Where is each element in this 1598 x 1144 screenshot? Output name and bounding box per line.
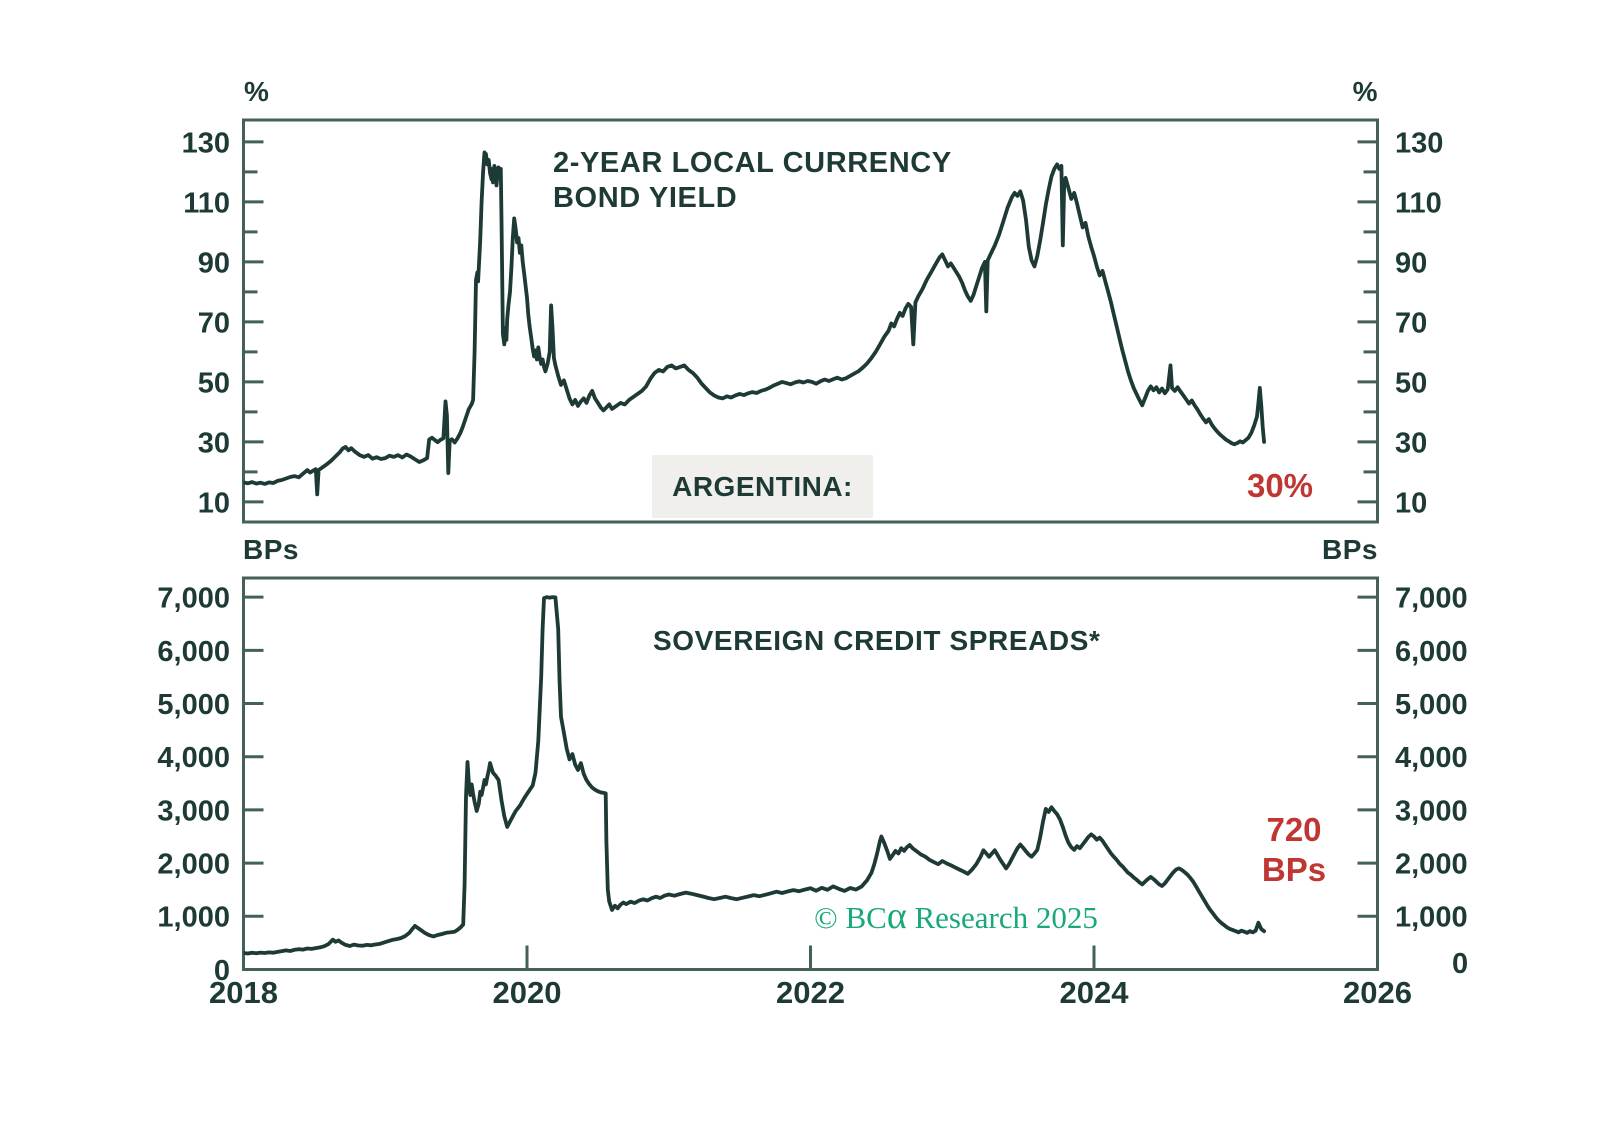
y-tick-label-left: 1,000	[157, 902, 230, 934]
x-tick-label: 2024	[1060, 975, 1130, 1010]
y-tick-label-right: 110	[1395, 187, 1442, 219]
y-tick-label-left: 0	[214, 955, 230, 987]
top-panel-left-unit-label: %	[244, 76, 270, 107]
x-tick-label: 2018	[209, 975, 278, 1010]
y-tick-label-right: 6,000	[1395, 636, 1468, 668]
y-tick-label-right: 10	[1395, 487, 1427, 519]
y-tick-label-left: 5,000	[157, 689, 230, 721]
y-tick-label-left: 10	[198, 487, 230, 519]
y-tick-label-right: 7,000	[1395, 583, 1468, 615]
y-tick-label-left: 3,000	[157, 795, 230, 827]
top-panel-title-line2: BOND YIELD	[553, 182, 738, 214]
y-tick-label-right: 1,000	[1395, 902, 1468, 934]
y-tick-label-right: 130	[1395, 127, 1443, 159]
y-tick-label-right: 2,000	[1395, 849, 1468, 881]
y-tick-label-left: 4,000	[157, 742, 230, 774]
y-tick-label-left: 70	[198, 307, 230, 339]
y-tick-label-right: 4,000	[1395, 742, 1468, 774]
y-tick-label-left: 110	[183, 187, 230, 219]
y-tick-label-right: 5,000	[1395, 689, 1468, 721]
y-tick-label-right: 70	[1395, 307, 1427, 339]
y-tick-label-right: 90	[1395, 247, 1427, 279]
watermark-alpha-glyph: α	[886, 895, 907, 937]
x-tick-label: 2022	[776, 975, 845, 1010]
spread-last-value-unit: BPs	[1261, 851, 1327, 888]
watermark-suffix: Research 2025	[906, 900, 1098, 935]
spread-line	[243, 595, 1266, 956]
watermark-prefix: © BC	[814, 900, 887, 935]
top-panel-title-line1: 2-YEAR LOCAL CURRENCY	[553, 147, 952, 179]
bottom-panel-right-unit-label: BPs	[1322, 534, 1378, 565]
bca-research-watermark: © BCα Research 2025	[814, 897, 1098, 936]
yield-line	[243, 150, 1266, 497]
top-panel-right-unit-label: %	[1352, 76, 1378, 107]
y-tick-label-left: 6,000	[157, 636, 230, 668]
y-tick-label-left: 90	[198, 247, 230, 279]
yield-last-value-annotation: 30%	[1246, 467, 1314, 504]
y-tick-label-left: 30	[198, 427, 230, 459]
country-label-badge: ARGENTINA:	[652, 455, 873, 518]
bottom-panel-title: SOVEREIGN CREDIT SPREADS*	[653, 625, 1101, 656]
x-tick-label: 2026	[1343, 975, 1412, 1010]
y-tick-label-left: 50	[198, 367, 230, 399]
bottom-panel-left-unit-label: BPs	[243, 534, 299, 565]
y-tick-label-right: 0	[1452, 948, 1468, 980]
y-tick-label-right: 3,000	[1395, 795, 1468, 827]
country-label-text: ARGENTINA:	[672, 470, 853, 502]
spread-last-value-annotation: 720 BPs	[1262, 810, 1326, 890]
top-panel-title: 2-YEAR LOCAL CURRENCY BOND YIELD	[553, 146, 952, 216]
spread-last-value-number: 720	[1266, 811, 1322, 848]
y-tick-label-left: 7,000	[157, 583, 230, 615]
y-tick-label-left: 2,000	[157, 849, 230, 881]
y-tick-label-left: 130	[182, 127, 230, 159]
x-tick-label: 2020	[493, 975, 562, 1010]
y-tick-label-right: 30	[1395, 427, 1427, 459]
y-tick-label-right: 50	[1395, 367, 1427, 399]
